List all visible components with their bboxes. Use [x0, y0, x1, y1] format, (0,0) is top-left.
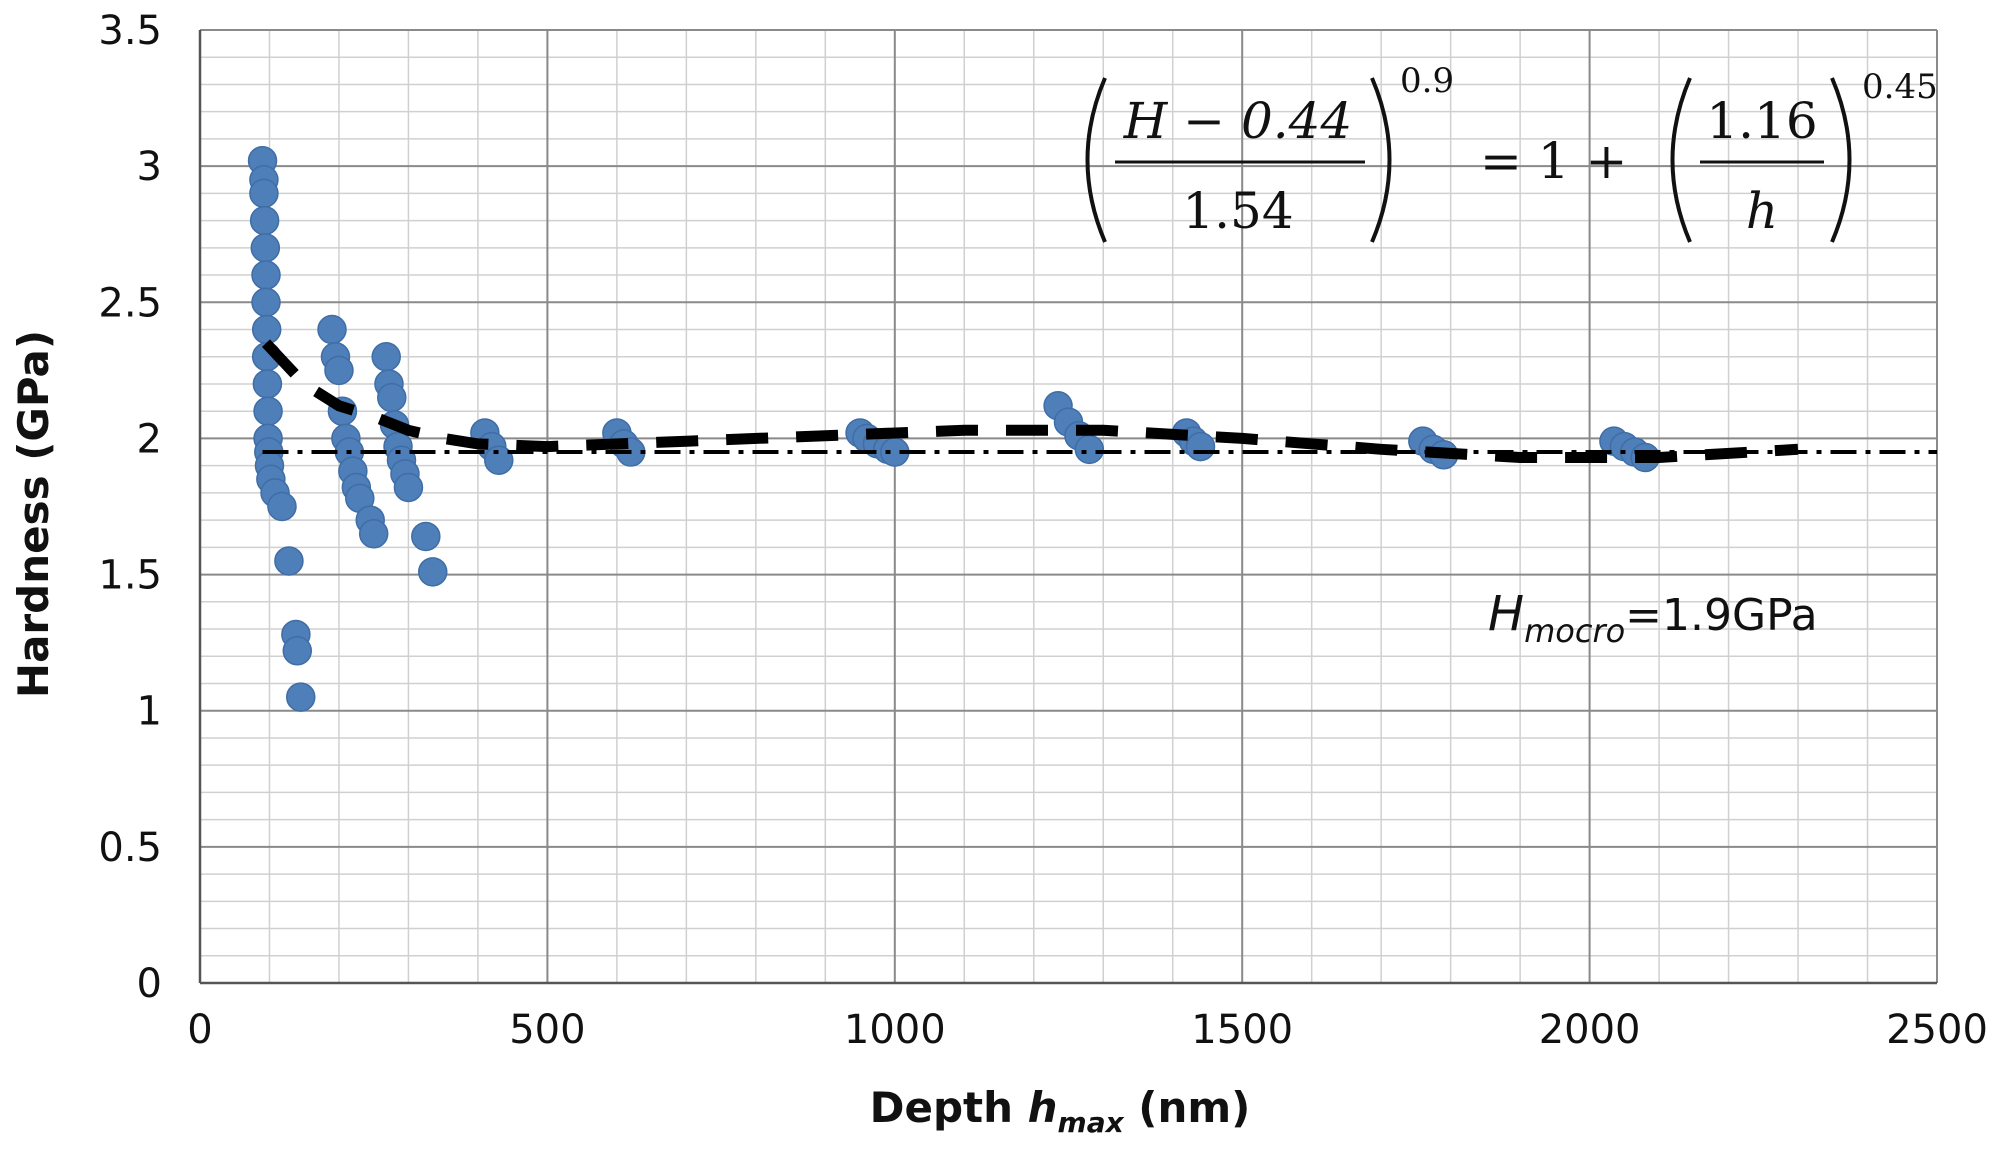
equation-left-paren-close	[1370, 77, 1392, 243]
data-point	[1074, 434, 1105, 465]
y-tick-label: 3	[137, 144, 162, 190]
data-point	[267, 491, 297, 522]
data-point	[418, 557, 448, 587]
data-point	[251, 314, 282, 345]
data-point	[250, 233, 281, 263]
data-point	[252, 369, 283, 399]
plot-marks	[247, 145, 1937, 712]
data-point	[371, 341, 401, 372]
y-tick-labels: 0 0.5 1 1.5 2 2.5 3 3.5	[98, 8, 162, 1007]
macro-label-sub: mocro	[1524, 612, 1625, 650]
equation-denominator: 1.54	[1182, 182, 1293, 240]
data-point	[411, 521, 441, 552]
x-tick-label: 500	[509, 1007, 585, 1053]
data-point	[324, 355, 354, 386]
equation-left-paren-open	[1085, 77, 1107, 243]
x-tick-labels: 0 500 1000 1500 2000 2500	[187, 1007, 1988, 1053]
x-tick-label: 0	[187, 1007, 212, 1053]
equation-equals: = 1 +	[1480, 132, 1627, 190]
minor-gridlines	[199, 29, 1938, 984]
data-point	[251, 260, 281, 290]
x-axis-label-var: h	[1028, 1083, 1058, 1132]
y-tick-label: 3.5	[98, 8, 162, 54]
equation-right-paren-open	[1670, 77, 1692, 243]
macro-label-var: H	[1488, 586, 1524, 642]
x-axis-label-suffix: (nm)	[1124, 1083, 1251, 1132]
data-point	[1185, 431, 1216, 462]
macro-hardness-label: Hmocro=1.9GPa	[1488, 586, 1818, 650]
x-axis-label: Depth hmax (nm)	[870, 1083, 1251, 1139]
equation-frac2-numerator: 1.16	[1706, 92, 1817, 150]
x-tick-label: 1500	[1191, 1007, 1293, 1053]
x-axis-label-prefix: Depth	[870, 1083, 1028, 1132]
data-point	[377, 382, 407, 413]
data-point	[251, 287, 281, 318]
equation-exponent-right: 0.45	[1862, 67, 1938, 107]
equation-exponent-left: 0.9	[1400, 61, 1454, 101]
data-point	[282, 636, 313, 666]
data-point	[317, 314, 347, 345]
macro-label-text: =1.9GPa	[1625, 590, 1817, 641]
y-tick-label: 0	[137, 961, 162, 1007]
data-point	[274, 546, 304, 576]
data-point	[253, 396, 283, 426]
equation-numerator: H − 0.44	[1123, 92, 1353, 150]
y-tick-label: 1.5	[98, 553, 162, 599]
data-point	[393, 472, 424, 503]
data-point	[285, 682, 316, 712]
x-tick-label: 2500	[1886, 1007, 1988, 1053]
equation-frac2-denominator: h	[1746, 182, 1778, 240]
equation-annotation: H − 0.44 1.54 0.9 = 1 + 1.16 h 0.45	[1085, 61, 1938, 243]
x-tick-label: 2000	[1539, 1007, 1641, 1053]
y-tick-label: 0.5	[98, 825, 162, 871]
data-point	[249, 178, 279, 209]
major-gridlines	[198, 29, 1938, 985]
x-axis-label-sub: max	[1058, 1106, 1125, 1139]
y-tick-label: 2	[137, 416, 162, 462]
x-tick-label: 1000	[844, 1007, 946, 1053]
data-point	[249, 205, 280, 236]
equation-right-paren-close	[1830, 77, 1852, 243]
y-tick-label: 2.5	[98, 280, 162, 326]
y-axis-label: Hardness (GPa)	[9, 330, 58, 698]
y-tick-label: 1	[137, 689, 162, 735]
data-point	[358, 518, 389, 549]
data-point	[484, 445, 514, 475]
